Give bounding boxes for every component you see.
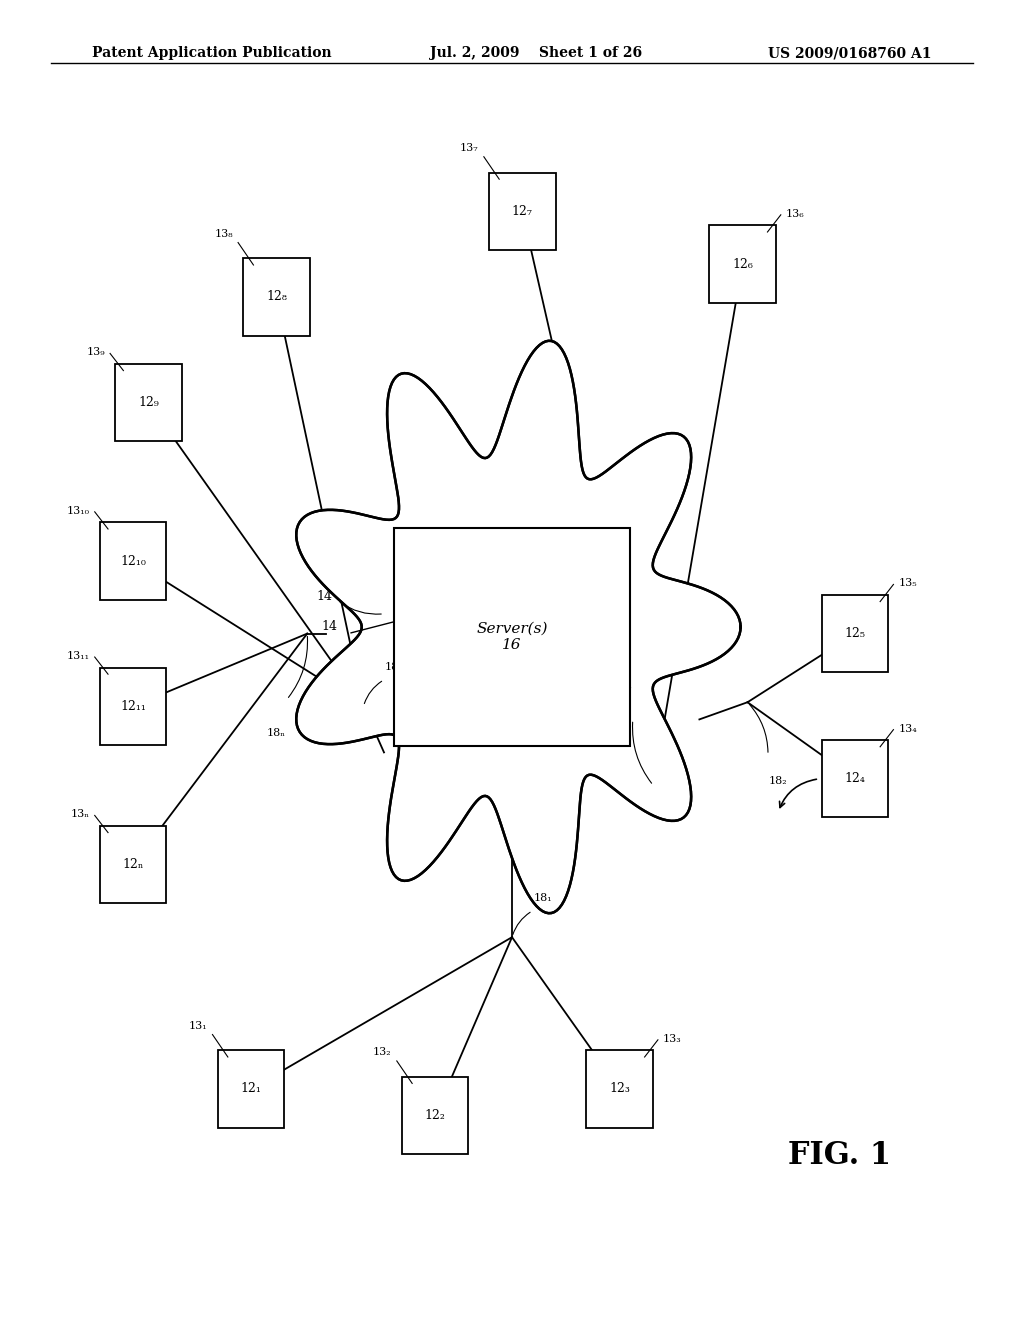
FancyBboxPatch shape — [244, 259, 309, 335]
Text: FIG. 1: FIG. 1 — [788, 1139, 891, 1171]
FancyBboxPatch shape — [586, 1051, 653, 1127]
Text: US 2009/0168760 A1: US 2009/0168760 A1 — [768, 46, 932, 61]
Text: 18₂: 18₂ — [769, 776, 787, 787]
Text: 13₁₀: 13₁₀ — [67, 506, 90, 516]
Text: 18₃: 18₃ — [613, 681, 632, 692]
Text: 12₁₀: 12₁₀ — [120, 554, 146, 568]
Text: 18ₙ: 18ₙ — [267, 727, 286, 738]
Text: 12₁₁: 12₁₁ — [120, 700, 146, 713]
Text: 13₇: 13₇ — [460, 143, 479, 153]
Text: 10: 10 — [840, 746, 859, 759]
Text: 13₅: 13₅ — [899, 578, 918, 589]
FancyBboxPatch shape — [115, 364, 182, 441]
Text: Jul. 2, 2009    Sheet 1 of 26: Jul. 2, 2009 Sheet 1 of 26 — [430, 46, 642, 61]
Text: 12₄: 12₄ — [845, 772, 865, 785]
Text: 13₄: 13₄ — [899, 723, 918, 734]
Text: 13₁₁: 13₁₁ — [67, 651, 90, 661]
Text: 13₉: 13₉ — [86, 347, 104, 358]
Text: 12₈: 12₈ — [266, 290, 287, 304]
Text: 12₅: 12₅ — [845, 627, 865, 640]
Text: Server(s)
16: Server(s) 16 — [476, 622, 548, 652]
Polygon shape — [296, 341, 740, 913]
FancyBboxPatch shape — [100, 523, 166, 599]
Text: 14: 14 — [316, 590, 333, 603]
Text: 12₁: 12₁ — [241, 1082, 261, 1096]
FancyBboxPatch shape — [821, 741, 888, 817]
FancyBboxPatch shape — [401, 1077, 468, 1154]
Text: 12₂: 12₂ — [425, 1109, 445, 1122]
Text: Patent Application Publication: Patent Application Publication — [92, 46, 332, 61]
FancyBboxPatch shape — [489, 173, 555, 249]
Text: 12₇: 12₇ — [512, 205, 532, 218]
Text: 14: 14 — [322, 620, 338, 634]
FancyBboxPatch shape — [100, 668, 166, 744]
Text: 18₁: 18₁ — [534, 892, 552, 903]
FancyBboxPatch shape — [709, 226, 776, 302]
Text: 13₁: 13₁ — [188, 1020, 207, 1031]
FancyBboxPatch shape — [821, 595, 888, 672]
Text: 12ₙ: 12ₙ — [123, 858, 143, 871]
FancyBboxPatch shape — [394, 528, 630, 746]
Text: 12₆: 12₆ — [732, 257, 753, 271]
Text: 12₃: 12₃ — [609, 1082, 630, 1096]
Text: 13₈: 13₈ — [214, 228, 233, 239]
Text: 13₃: 13₃ — [664, 1034, 682, 1044]
Text: 18₄: 18₄ — [385, 661, 403, 672]
Text: 13₆: 13₆ — [786, 209, 805, 219]
FancyBboxPatch shape — [100, 826, 166, 903]
Text: 12₉: 12₉ — [138, 396, 159, 409]
FancyBboxPatch shape — [217, 1051, 284, 1127]
Text: 13₂: 13₂ — [373, 1047, 391, 1057]
Text: 13ₙ: 13ₙ — [71, 809, 90, 820]
